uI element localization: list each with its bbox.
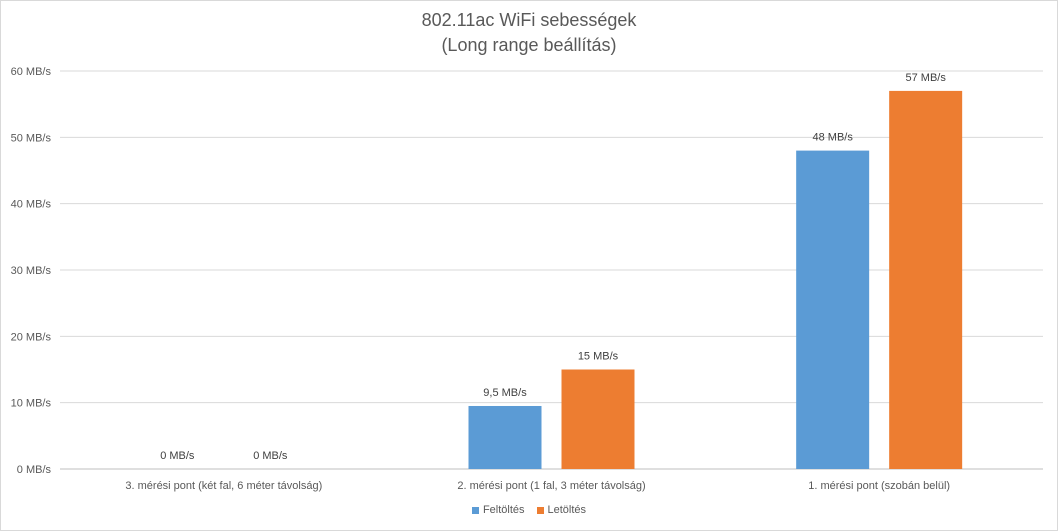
y-tick-label: 40 MB/s	[11, 199, 52, 211]
bar	[561, 369, 635, 469]
x-tick-label: 1. mérési pont (szobán belül)	[808, 480, 950, 492]
legend-swatch-letoltes	[536, 506, 544, 514]
legend-swatch-feltoltes	[471, 506, 479, 514]
data-label: 0 MB/s	[160, 450, 195, 462]
y-tick-label: 60 MB/s	[11, 66, 52, 78]
chart-title: 802.11ac WiFi sebességek	[421, 10, 637, 30]
bar	[468, 405, 542, 469]
x-tick-label: 2. mérési pont (1 fal, 3 méter távolság)	[457, 480, 645, 492]
data-label: 0 MB/s	[253, 450, 288, 462]
bar	[889, 90, 963, 470]
legend: Feltöltés Letöltés	[0, 504, 1058, 516]
data-label: 9,5 MB/s	[483, 387, 527, 399]
data-label: 57 MB/s	[905, 72, 946, 84]
legend-label-letoltes: Letöltés	[547, 504, 587, 516]
legend-item-feltoltes: Feltöltés	[471, 504, 525, 516]
y-tick-label: 50 MB/s	[11, 132, 52, 144]
y-tick-label: 20 MB/s	[11, 331, 52, 343]
x-tick-label: 3. mérési pont (két fal, 6 méter távolsá…	[125, 480, 322, 492]
bar	[796, 150, 870, 469]
data-label: 48 MB/s	[812, 132, 853, 144]
y-tick-label: 30 MB/s	[11, 265, 52, 277]
legend-item-letoltes: Letöltés	[536, 504, 587, 516]
data-label: 15 MB/s	[578, 351, 619, 363]
chart-subtitle: (Long range beállítás)	[441, 35, 617, 55]
y-tick-label: 10 MB/s	[11, 398, 52, 410]
legend-label-feltoltes: Feltöltés	[482, 504, 525, 516]
y-tick-label: 0 MB/s	[17, 464, 52, 476]
